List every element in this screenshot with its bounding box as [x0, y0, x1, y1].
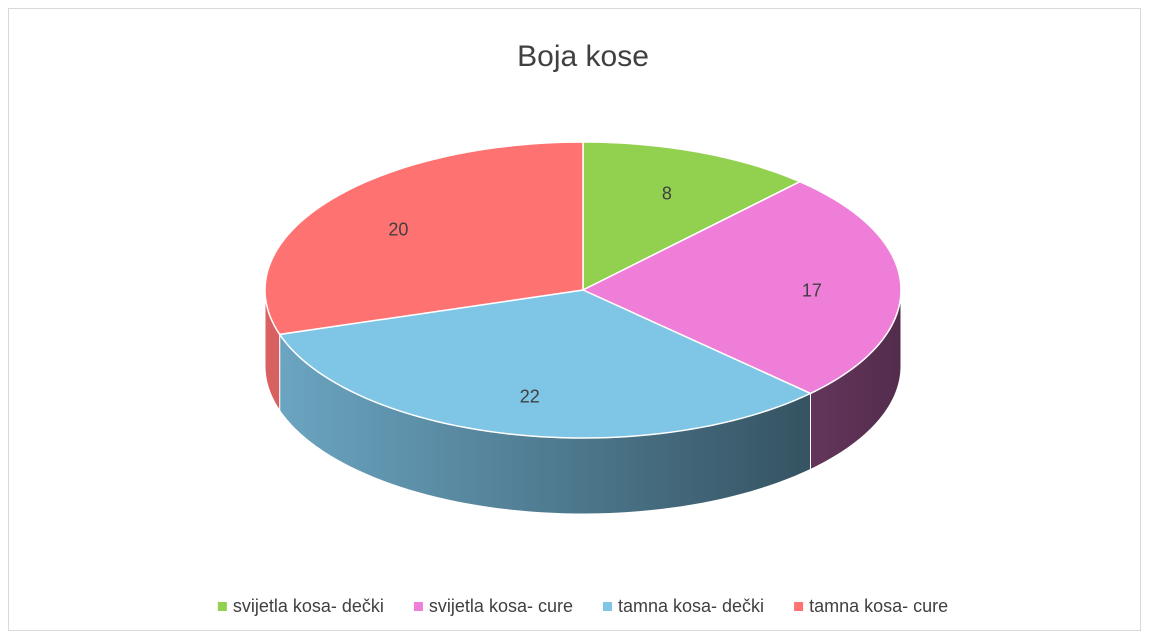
legend-swatch [413, 602, 423, 611]
chart-title: Boja kose [517, 40, 649, 73]
legend-label: tamna kosa- cure [809, 596, 948, 616]
legend-label: svijetla kosa- dečki [233, 596, 384, 616]
legend-swatch [794, 602, 804, 611]
pie-slice [264, 141, 584, 336]
legend-swatch [217, 602, 227, 611]
legend-label: tamna kosa- dečki [618, 596, 764, 616]
data-label: 8 [662, 184, 672, 204]
data-label: 20 [388, 220, 408, 240]
pie-slice [278, 289, 813, 439]
pie-slice [582, 141, 802, 292]
legend-label: svijetla kosa- cure [429, 596, 573, 616]
legend-swatch [602, 602, 612, 611]
data-label: 17 [802, 280, 822, 300]
pie-slice [581, 180, 902, 395]
data-label: 22 [520, 386, 540, 406]
